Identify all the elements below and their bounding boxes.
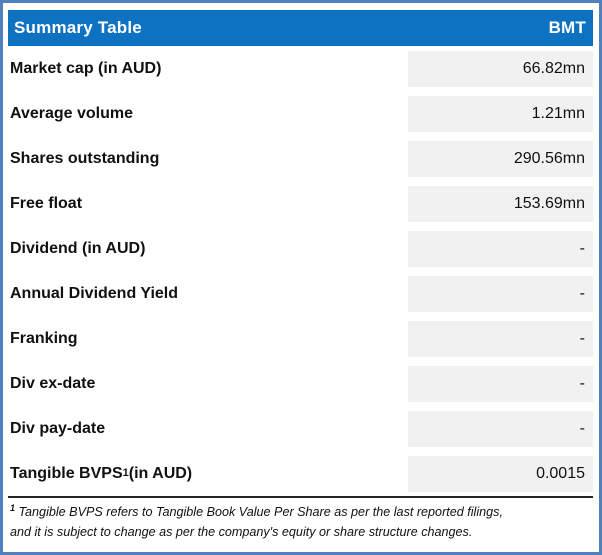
ticker-badge: BMT bbox=[548, 18, 586, 37]
row-label-text: Annual Dividend Yield bbox=[10, 284, 179, 302]
row-value-cell: 66.82mn bbox=[408, 51, 593, 87]
footnote-superscript: 1 bbox=[10, 502, 16, 513]
table-row: Shares outstanding 290.56mn bbox=[8, 136, 593, 181]
table-title: Summary Table bbox=[14, 18, 142, 37]
row-label-text: Dividend (in AUD) bbox=[10, 239, 146, 257]
row-label: Tangible BVPS 1 (in AUD) bbox=[10, 464, 193, 482]
table-row: Tangible BVPS 1 (in AUD) 0.0015 bbox=[8, 451, 593, 496]
table-row: Market cap (in AUD) 66.82mn bbox=[8, 46, 593, 91]
table-row: Div ex-date - bbox=[8, 361, 593, 406]
row-label-text: Free float bbox=[10, 194, 83, 212]
row-label: Average volume bbox=[8, 91, 408, 136]
table-row: Free float 153.69mn bbox=[8, 181, 593, 226]
row-label-text: Market cap (in AUD) bbox=[10, 59, 162, 77]
table-row: Average volume 1.21mn bbox=[8, 91, 593, 136]
footnote-line-1: 1 Tangible BVPS refers to Tangible Book … bbox=[10, 502, 592, 522]
row-label: Dividend (in AUD) bbox=[8, 226, 408, 271]
row-label-text: Tangible BVPS bbox=[10, 464, 123, 482]
row-value-cell: - bbox=[408, 276, 593, 312]
table-row: Div pay-date - bbox=[8, 406, 593, 451]
row-label: Shares outstanding bbox=[8, 136, 408, 181]
row-label-suffix: (in AUD) bbox=[128, 464, 193, 482]
table-rows: Market cap (in AUD) 66.82mn Average volu… bbox=[8, 46, 593, 496]
table-row: Dividend (in AUD) - bbox=[8, 226, 593, 271]
row-value-cell: - bbox=[408, 411, 593, 447]
row-label-text: Franking bbox=[10, 329, 78, 347]
row-label-text: Div ex-date bbox=[10, 374, 96, 392]
footnote-line-1-text: Tangible BVPS refers to Tangible Book Va… bbox=[15, 505, 503, 519]
row-label: Annual Dividend Yield bbox=[8, 271, 408, 316]
table-row: Franking - bbox=[8, 316, 593, 361]
table-row: Annual Dividend Yield - bbox=[8, 271, 593, 316]
row-label-text: Average volume bbox=[10, 104, 134, 122]
row-label: Franking bbox=[8, 316, 408, 361]
footnote: 1 Tangible BVPS refers to Tangible Book … bbox=[8, 496, 593, 542]
row-label: Div pay-date bbox=[8, 406, 408, 451]
table-header-bar: Summary Table BMT bbox=[8, 10, 593, 46]
row-label: Div ex-date bbox=[8, 361, 408, 406]
row-label-text: Div pay-date bbox=[10, 419, 106, 437]
row-value-cell: 1.21mn bbox=[408, 96, 593, 132]
row-value-cell: - bbox=[408, 321, 593, 357]
row-label-text: Shares outstanding bbox=[10, 149, 160, 167]
footnote-line-2: and it is subject to change as per the c… bbox=[10, 525, 473, 539]
row-label: Free float bbox=[8, 181, 408, 226]
row-label: Market cap (in AUD) bbox=[8, 46, 408, 91]
row-value-cell: 290.56mn bbox=[408, 141, 593, 177]
row-value-cell: - bbox=[408, 231, 593, 267]
row-value-cell: 0.0015 bbox=[408, 456, 593, 492]
row-value-cell: - bbox=[408, 366, 593, 402]
row-value-cell: 153.69mn bbox=[408, 186, 593, 222]
